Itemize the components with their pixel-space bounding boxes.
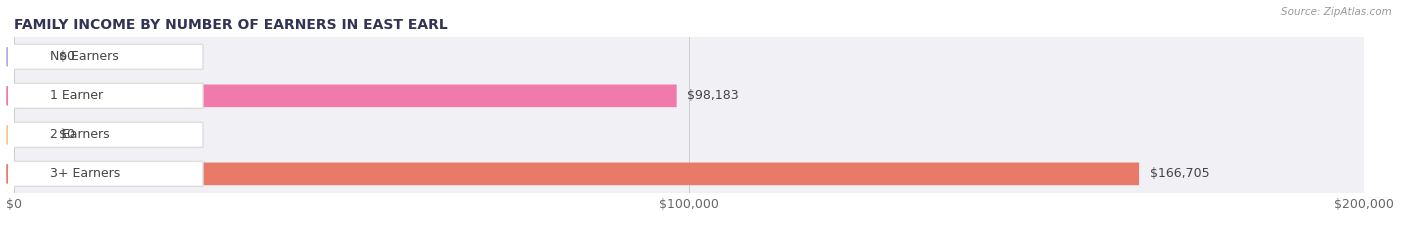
Text: 1 Earner: 1 Earner [51, 89, 104, 102]
FancyBboxPatch shape [14, 163, 1139, 185]
Text: 2 Earners: 2 Earners [51, 128, 110, 141]
Text: 3+ Earners: 3+ Earners [51, 167, 121, 180]
FancyBboxPatch shape [14, 45, 48, 68]
Text: $166,705: $166,705 [1150, 167, 1209, 180]
FancyBboxPatch shape [14, 85, 676, 107]
FancyBboxPatch shape [7, 83, 202, 108]
FancyBboxPatch shape [14, 76, 1364, 115]
Text: $0: $0 [59, 128, 75, 141]
FancyBboxPatch shape [14, 154, 1364, 193]
Text: FAMILY INCOME BY NUMBER OF EARNERS IN EAST EARL: FAMILY INCOME BY NUMBER OF EARNERS IN EA… [14, 18, 447, 32]
FancyBboxPatch shape [14, 115, 1364, 154]
FancyBboxPatch shape [7, 161, 202, 186]
FancyBboxPatch shape [14, 37, 1364, 76]
FancyBboxPatch shape [7, 44, 202, 69]
FancyBboxPatch shape [7, 122, 202, 147]
Text: No Earners: No Earners [51, 50, 120, 63]
FancyBboxPatch shape [14, 123, 48, 146]
Text: $98,183: $98,183 [688, 89, 740, 102]
Text: Source: ZipAtlas.com: Source: ZipAtlas.com [1281, 7, 1392, 17]
Text: $0: $0 [59, 50, 75, 63]
